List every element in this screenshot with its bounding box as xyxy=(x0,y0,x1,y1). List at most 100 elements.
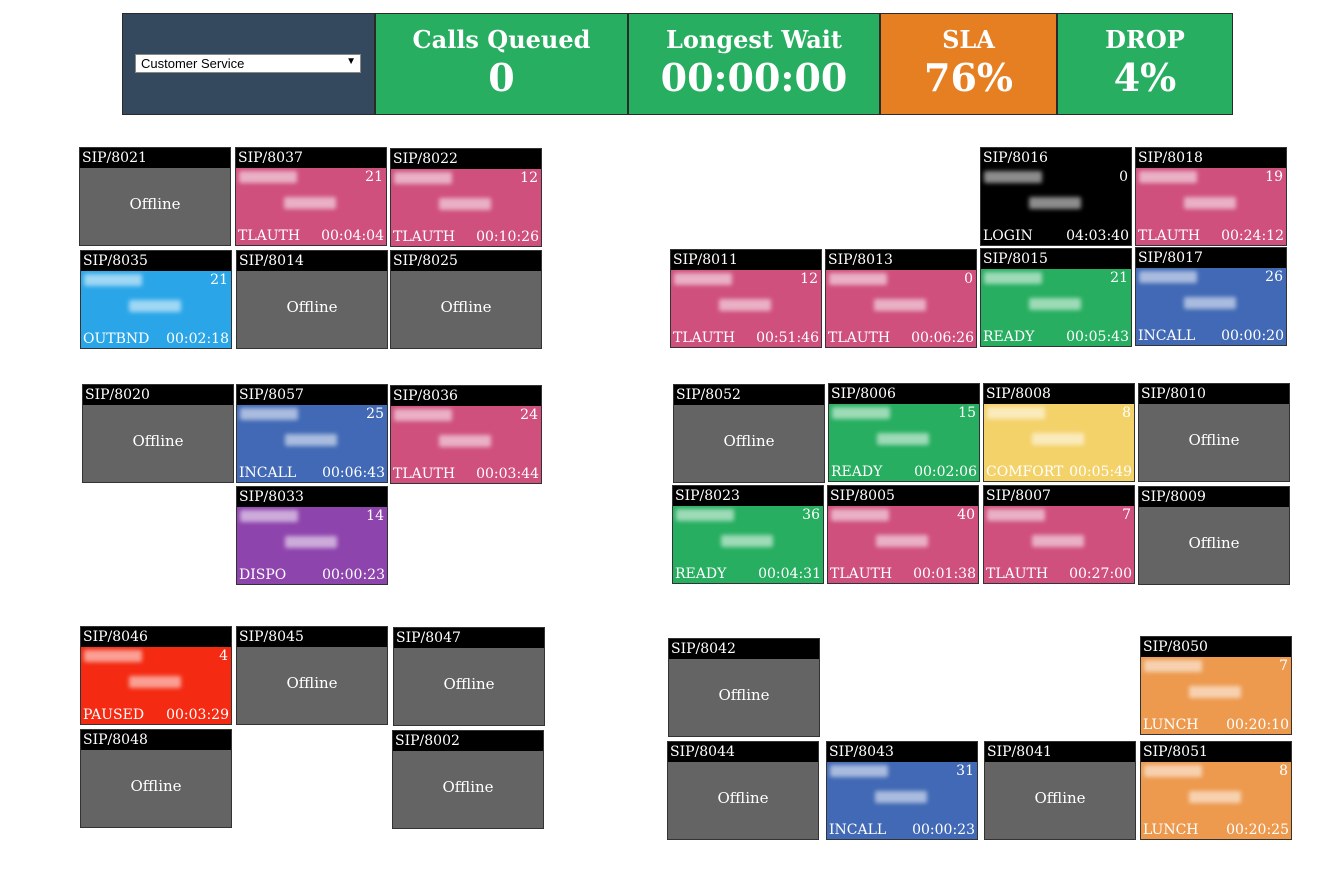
redacted-campaign xyxy=(987,407,1045,419)
agent-tile-sip-8009[interactable]: SIP/8009 Offline xyxy=(1138,486,1290,585)
agent-tile-body: 19 TLAUTH 00:24:12 xyxy=(1136,168,1286,245)
agent-tile-sip-8036[interactable]: SIP/8036 24 TLAUTH 00:03:44 xyxy=(390,385,542,484)
agent-tile-sip-8052[interactable]: SIP/8052 Offline xyxy=(673,384,825,483)
agent-status: INCALL xyxy=(239,465,297,481)
status-duration: 00:05:49 xyxy=(1069,464,1132,480)
agent-extension: SIP/8047 xyxy=(394,628,544,648)
agent-extension: SIP/8045 xyxy=(237,627,387,647)
agent-tile-sip-8044[interactable]: SIP/8044 Offline xyxy=(667,741,819,840)
agent-tile-body: 40 TLAUTH 00:01:38 xyxy=(828,506,978,583)
agent-tile-sip-8006[interactable]: SIP/8006 15 READY 00:02:06 xyxy=(828,383,980,482)
status-duration: 00:06:43 xyxy=(322,465,385,481)
agent-tile-sip-8021[interactable]: SIP/8021 Offline xyxy=(79,147,231,246)
redacted-agent-name xyxy=(1029,197,1081,209)
agent-tile-sip-8023[interactable]: SIP/8023 36 READY 00:04:31 xyxy=(672,485,824,584)
agent-tile-body: 0 TLAUTH 00:06:26 xyxy=(826,270,976,347)
agent-tile-sip-8010[interactable]: SIP/8010 Offline xyxy=(1138,383,1290,482)
agent-tile-body: 8 LUNCH 00:20:25 xyxy=(1141,762,1291,839)
agent-tile-body: 25 INCALL 00:06:43 xyxy=(237,405,387,482)
agent-extension: SIP/8008 xyxy=(984,384,1134,404)
queue-select[interactable]: Customer Service ▼ xyxy=(135,54,361,73)
agent-tile-body: 24 TLAUTH 00:03:44 xyxy=(391,406,541,483)
call-count: 7 xyxy=(1122,507,1131,523)
redacted-campaign xyxy=(240,408,298,420)
agent-tile-body: 4 PAUSED 00:03:29 xyxy=(81,647,231,724)
agent-tile-sip-8007[interactable]: SIP/8007 7 TLAUTH 00:27:00 xyxy=(983,485,1135,584)
redacted-campaign xyxy=(984,272,1042,284)
agent-tile-body: Offline xyxy=(83,405,233,482)
redacted-campaign xyxy=(240,510,298,522)
agent-tile-body: 14 DISPO 00:00:23 xyxy=(237,507,387,584)
call-count: 31 xyxy=(956,763,974,779)
redacted-campaign xyxy=(239,171,297,183)
agent-tile-sip-8035[interactable]: SIP/8035 21 OUTBND 00:02:18 xyxy=(80,250,232,349)
offline-label: Offline xyxy=(723,432,775,450)
redacted-campaign xyxy=(84,650,142,662)
call-count: 21 xyxy=(210,272,228,288)
redacted-agent-name xyxy=(1032,433,1084,445)
agent-tile-sip-8013[interactable]: SIP/8013 0 TLAUTH 00:06:26 xyxy=(825,249,977,348)
redacted-campaign xyxy=(1139,271,1197,283)
longest-wait-panel: Longest Wait 00:00:00 xyxy=(628,13,880,115)
agent-tile-body: Offline xyxy=(393,751,543,828)
agent-extension: SIP/8010 xyxy=(1139,384,1289,404)
redacted-agent-name xyxy=(129,676,181,688)
agent-tile-sip-8057[interactable]: SIP/8057 25 INCALL 00:06:43 xyxy=(236,384,388,483)
agent-tile-sip-8018[interactable]: SIP/8018 19 TLAUTH 00:24:12 xyxy=(1135,147,1287,246)
agent-tile-sip-8008[interactable]: SIP/8008 8 COMFORT 00:05:49 xyxy=(983,383,1135,482)
agent-tile-sip-8011[interactable]: SIP/8011 12 TLAUTH 00:51:46 xyxy=(670,249,822,348)
agent-tile-sip-8042[interactable]: SIP/8042 Offline xyxy=(668,638,820,737)
offline-label: Offline xyxy=(286,674,338,692)
agent-tile-body: 21 TLAUTH 00:04:04 xyxy=(236,168,386,245)
agent-tile-sip-8002[interactable]: SIP/8002 Offline xyxy=(392,730,544,829)
agent-tile-body: Offline xyxy=(1139,507,1289,584)
offline-label: Offline xyxy=(1188,431,1240,449)
agent-extension: SIP/8018 xyxy=(1136,148,1286,168)
agent-tile-sip-8051[interactable]: SIP/8051 8 LUNCH 00:20:25 xyxy=(1140,741,1292,840)
agent-tile-sip-8045[interactable]: SIP/8045 Offline xyxy=(236,626,388,725)
agent-tile-sip-8015[interactable]: SIP/8015 21 READY 00:05:43 xyxy=(980,248,1132,347)
redacted-agent-name xyxy=(439,435,491,447)
agent-tile-sip-8043[interactable]: SIP/8043 31 INCALL 00:00:23 xyxy=(826,741,978,840)
agent-tile-sip-8048[interactable]: SIP/8048 Offline xyxy=(80,729,232,828)
agent-extension: SIP/8048 xyxy=(81,730,231,750)
call-count: 21 xyxy=(1110,270,1128,286)
agent-tile-sip-8041[interactable]: SIP/8041 Offline xyxy=(984,741,1136,840)
offline-label: Offline xyxy=(717,789,769,807)
agent-tile-sip-8016[interactable]: SIP/8016 0 LOGIN 04:03:40 xyxy=(980,147,1132,246)
agent-tile-body: Offline xyxy=(669,659,819,736)
agent-extension: SIP/8020 xyxy=(83,385,233,405)
redacted-agent-name xyxy=(875,791,927,803)
agent-status: TLAUTH xyxy=(986,566,1049,582)
agent-tile-sip-8014[interactable]: SIP/8014 Offline xyxy=(236,250,388,349)
redacted-agent-name xyxy=(876,535,928,547)
agent-extension: SIP/8023 xyxy=(673,486,823,506)
longest-wait-label: Longest Wait xyxy=(666,25,842,54)
status-duration: 00:05:43 xyxy=(1066,329,1129,345)
agent-tile-sip-8033[interactable]: SIP/8033 14 DISPO 00:00:23 xyxy=(236,486,388,585)
status-duration: 00:04:04 xyxy=(321,228,384,244)
agent-status: INCALL xyxy=(829,822,887,838)
agent-tile-sip-8022[interactable]: SIP/8022 12 TLAUTH 00:10:26 xyxy=(390,148,542,247)
agent-tile-sip-8050[interactable]: SIP/8050 7 LUNCH 00:20:10 xyxy=(1140,636,1292,735)
agent-tile-sip-8020[interactable]: SIP/8020 Offline xyxy=(82,384,234,483)
agent-tile-body: 8 COMFORT 00:05:49 xyxy=(984,404,1134,481)
drop-panel: DROP 4% xyxy=(1057,13,1233,115)
agent-extension: SIP/8033 xyxy=(237,487,387,507)
agent-tile-sip-8037[interactable]: SIP/8037 21 TLAUTH 00:04:04 xyxy=(235,147,387,246)
agent-status: TLAUTH xyxy=(673,330,736,346)
longest-wait-value: 00:00:00 xyxy=(660,55,848,100)
agent-tile-sip-8005[interactable]: SIP/8005 40 TLAUTH 00:01:38 xyxy=(827,485,979,584)
agent-tile-sip-8047[interactable]: SIP/8047 Offline xyxy=(393,627,545,726)
agent-tile-sip-8046[interactable]: SIP/8046 4 PAUSED 00:03:29 xyxy=(80,626,232,725)
agent-tile-sip-8017[interactable]: SIP/8017 26 INCALL 00:00:20 xyxy=(1135,247,1287,346)
redacted-campaign xyxy=(987,509,1045,521)
sla-panel: SLA 76% xyxy=(880,13,1057,115)
call-count: 14 xyxy=(366,508,384,524)
agent-extension: SIP/8052 xyxy=(674,385,824,405)
redacted-campaign xyxy=(831,509,889,521)
agent-tile-sip-8025[interactable]: SIP/8025 Offline xyxy=(390,250,542,349)
redacted-agent-name xyxy=(719,299,771,311)
status-duration: 00:03:44 xyxy=(476,466,539,482)
redacted-agent-name xyxy=(874,299,926,311)
